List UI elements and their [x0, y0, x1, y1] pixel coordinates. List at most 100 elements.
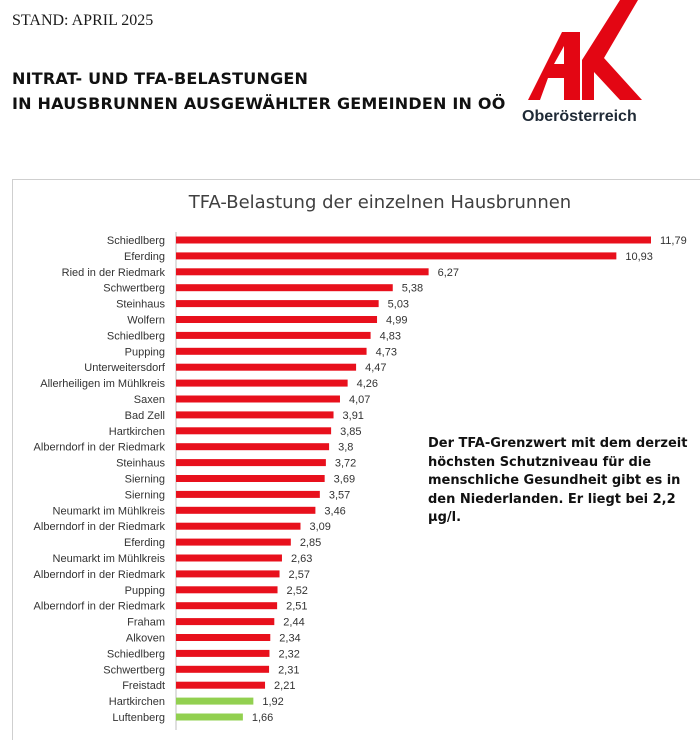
- headline-line-1: NITRAT- UND TFA-BELASTUNGEN: [12, 69, 309, 88]
- bar: [176, 427, 332, 435]
- bar: [176, 602, 278, 610]
- stand-date: STAND: APRIL 2025: [12, 12, 154, 29]
- bar: [176, 379, 348, 387]
- bar: [176, 522, 301, 530]
- category-label: Steinhaus: [116, 458, 165, 470]
- value-label: 5,38: [402, 283, 423, 295]
- category-label: Alberndorf in der Riedmark: [34, 601, 166, 613]
- category-label: Schwertberg: [103, 283, 165, 295]
- category-label: Alkoven: [126, 633, 165, 645]
- bar: [176, 649, 270, 657]
- bar: [176, 570, 280, 578]
- bar: [176, 268, 429, 276]
- bar: [176, 236, 651, 244]
- value-label: 3,8: [338, 442, 353, 454]
- value-label: 2,85: [300, 537, 321, 549]
- category-label: Steinhaus: [116, 299, 165, 311]
- ak-logo: [528, 0, 642, 100]
- bar: [176, 363, 357, 371]
- category-label: Bad Zell: [125, 410, 165, 422]
- bar: [176, 331, 371, 339]
- value-label: 2,51: [286, 601, 307, 613]
- ak-logo-text: Oberösterreich: [522, 108, 637, 125]
- ak-logo-a-notch: [554, 46, 564, 64]
- category-label: Fraham: [127, 617, 165, 629]
- category-label: Pupping: [125, 585, 165, 597]
- category-label: Alberndorf in der Riedmark: [34, 569, 166, 581]
- value-label: 2,63: [291, 553, 312, 565]
- ak-logo-a-shape: [528, 32, 580, 100]
- value-label: 2,34: [279, 633, 300, 645]
- value-label: 2,31: [278, 664, 299, 676]
- category-label: Alberndorf in der Riedmark: [34, 442, 166, 454]
- bar: [176, 681, 266, 689]
- bar: [176, 697, 254, 705]
- bar: [176, 538, 291, 546]
- bar: [176, 284, 393, 292]
- headline-line-2: IN HAUSBRUNNEN AUSGEWÄHLTER GEMEINDEN IN…: [12, 94, 506, 113]
- value-label: 2,52: [287, 585, 308, 597]
- chart-title: TFA-Belastung der einzelnen Hausbrunnen: [188, 192, 572, 213]
- category-label: Luftenberg: [112, 712, 165, 724]
- category-label: Hartkirchen: [109, 426, 165, 438]
- bar: [176, 475, 325, 482]
- category-label: Pupping: [125, 346, 165, 358]
- value-label: 2,32: [278, 648, 299, 660]
- value-label: 5,03: [388, 299, 409, 311]
- category-label: Schiedlberg: [107, 648, 165, 660]
- value-label: 2,57: [289, 569, 310, 581]
- bar: [176, 316, 378, 323]
- value-label: 3,91: [343, 410, 364, 422]
- category-label: Neumarkt im Mühlkreis: [53, 553, 166, 565]
- value-label: 3,09: [309, 521, 330, 533]
- value-label: 6,27: [438, 267, 459, 279]
- ak-logo-k-shape: [582, 0, 642, 100]
- value-label: 3,46: [324, 505, 345, 517]
- value-label: 11,79: [660, 235, 687, 247]
- category-label: Saxen: [134, 394, 165, 406]
- value-label: 3,69: [334, 474, 355, 486]
- bar: [176, 490, 320, 498]
- category-label: Hartkirchen: [109, 696, 165, 708]
- bar: [176, 395, 340, 403]
- category-label: Eferding: [124, 537, 165, 549]
- bar: [176, 586, 278, 594]
- bar: [176, 300, 379, 308]
- value-label: 4,99: [386, 315, 407, 327]
- page-headline: NITRAT- UND TFA-BELASTUNGEN IN HAUSBRUNN…: [12, 66, 506, 116]
- value-label: 4,07: [349, 394, 370, 406]
- value-label: 2,21: [274, 680, 295, 692]
- bar: [176, 347, 367, 355]
- category-label: Schiedlberg: [107, 330, 165, 342]
- bar: [176, 252, 617, 260]
- value-label: 3,85: [340, 426, 361, 438]
- bar: [176, 665, 270, 673]
- value-label: 1,92: [262, 696, 283, 708]
- category-label: Wolfern: [127, 315, 165, 327]
- category-label: Neumarkt im Mühlkreis: [53, 505, 166, 517]
- bar: [176, 713, 243, 721]
- value-label: 1,66: [252, 712, 273, 724]
- category-label: Eferding: [124, 251, 165, 263]
- value-label: 3,72: [335, 458, 356, 470]
- value-label: 4,73: [376, 346, 397, 358]
- value-label: 4,26: [357, 378, 378, 390]
- category-label: Alberndorf in der Riedmark: [34, 521, 166, 533]
- category-label: Allerheiligen im Mühlkreis: [40, 378, 165, 390]
- value-label: 3,57: [329, 489, 350, 501]
- category-label: Ried in der Riedmark: [62, 267, 166, 279]
- bar: [176, 634, 271, 641]
- bar: [176, 459, 326, 467]
- bar: [176, 411, 334, 419]
- category-label: Sierning: [125, 489, 165, 501]
- category-label: Schiedlberg: [107, 235, 165, 247]
- bar: [176, 443, 330, 451]
- category-label: Schwertberg: [103, 664, 165, 676]
- category-label: Unterweitersdorf: [84, 362, 166, 374]
- value-label: 4,83: [380, 330, 401, 342]
- category-label: Sierning: [125, 474, 165, 486]
- bar: [176, 618, 275, 626]
- limit-note: Der TFA-Grenzwert mit dem derzeit höchst…: [428, 436, 688, 525]
- value-label: 4,47: [365, 362, 386, 374]
